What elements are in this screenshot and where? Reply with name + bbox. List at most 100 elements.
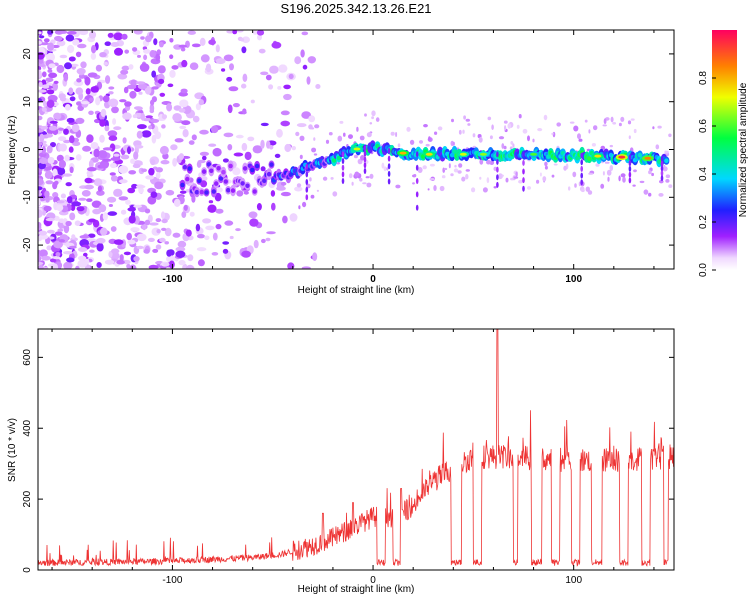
spectrogram-cell — [331, 158, 337, 163]
spectrogram-cell — [180, 182, 185, 188]
spectrogram-cell — [363, 145, 367, 152]
spectrogram-cell — [96, 242, 104, 252]
snr-y-label: SNR (10 * v/v) — [7, 418, 18, 482]
spectrogram-cell — [620, 173, 626, 178]
spectrogram-cell — [46, 99, 55, 109]
spectrogram-cell — [262, 178, 267, 183]
spectrogram-cell — [116, 259, 125, 265]
spectrogram-x-label: Height of straight line (km) — [298, 285, 415, 296]
spectrogram-cell — [660, 170, 664, 177]
spectrogram-cell — [191, 134, 197, 141]
spectrogram-cell — [580, 165, 583, 172]
spectrogram-cell — [41, 255, 51, 261]
spectrogram-cell — [140, 36, 145, 40]
spectrogram-cell — [144, 219, 151, 226]
spectrogram-cell — [387, 163, 391, 170]
spectrogram-cell — [415, 151, 419, 158]
spectrogram-cell — [159, 145, 169, 155]
spectrogram-cell — [309, 177, 312, 182]
spectrogram-cell — [132, 114, 138, 119]
spectrogram-cell — [121, 65, 130, 71]
spectrogram-cell — [74, 220, 81, 226]
spectrogram-cell — [241, 142, 248, 152]
spectrogram-cell — [341, 164, 345, 171]
spectrogram-cell — [295, 131, 300, 137]
spectrogram-cell — [243, 191, 249, 195]
spectrogram-cell — [102, 147, 113, 151]
spectrogram-cell — [603, 118, 607, 125]
spectrogram-cell — [496, 151, 499, 158]
spectrogram-cell — [86, 198, 93, 203]
spectrogram-cell — [507, 123, 512, 129]
spectrogram-cell — [620, 116, 625, 122]
spectrogram-cell — [199, 151, 209, 156]
spectrogram-cell — [67, 44, 75, 54]
spectrogram-cell — [479, 152, 487, 156]
spectrogram-cell — [154, 181, 164, 190]
spectrogram-cell — [161, 227, 167, 231]
spectrogram-cell — [149, 50, 156, 58]
spectrogram-cell — [159, 41, 164, 48]
spectrogram-cell — [40, 125, 49, 130]
spectrogram-cell — [280, 191, 291, 197]
spectrogram-cell — [412, 182, 415, 185]
spectrogram-cell — [180, 47, 186, 52]
spectrogram-cell — [212, 147, 222, 157]
spectrogram-x-ticks: -100 0 100 — [51, 30, 655, 285]
spectrogram-cell — [314, 124, 320, 129]
spectrogram-cell — [88, 159, 94, 169]
colorbar: 0.0 0.2 0.4 0.6 0.8 Normalized spectral ampl… — [698, 30, 749, 277]
spectrogram-cell — [120, 69, 129, 75]
spectrogram-cell — [351, 181, 354, 186]
spectrogram-cell — [163, 262, 170, 267]
spectrogram-cell — [138, 186, 144, 194]
spectrogram-cell — [522, 151, 525, 158]
spectrogram-cell — [149, 109, 155, 114]
spectrogram-cell — [536, 179, 540, 184]
spectrogram-cell — [46, 52, 55, 62]
spectrogram-cell — [181, 211, 187, 219]
spectrogram-cell — [56, 200, 65, 204]
spectrogram-cell — [127, 207, 136, 212]
spectrogram-cell — [457, 170, 462, 174]
spectrogram-cell — [505, 177, 509, 183]
spectrogram-cell — [223, 54, 234, 62]
spectrogram-cell — [497, 173, 503, 180]
spectrogram-cell — [45, 77, 54, 83]
spectrogram-cell — [258, 48, 266, 54]
spectrogram-cell — [265, 74, 272, 81]
spectrogram-cell — [38, 253, 42, 263]
spectrogram-cell — [201, 169, 207, 174]
spectrogram-cell — [498, 136, 505, 140]
spectrogram-cell — [503, 120, 508, 124]
spectrogram-cell — [102, 212, 109, 221]
spectrogram-cell — [133, 204, 143, 208]
spectrogram-cell — [522, 185, 525, 192]
spectrogram-cell — [573, 125, 579, 132]
spectrogram-cell — [332, 191, 338, 197]
spectrogram-cell — [235, 134, 244, 139]
spectrogram-cell — [532, 138, 535, 143]
spectrogram-cell — [60, 193, 66, 199]
spectrogram-cell — [112, 118, 117, 125]
spectrogram-cell — [648, 192, 652, 197]
spectrogram-cell — [472, 133, 476, 138]
spectrogram-cell — [594, 154, 602, 158]
spectrogram-cell — [316, 189, 319, 192]
spectrogram-cell — [260, 122, 269, 127]
spectrogram-cell — [45, 133, 53, 138]
spectrogram-cell — [173, 198, 181, 207]
spectrogram-cell — [49, 258, 57, 263]
spectrogram-cell — [291, 146, 296, 151]
spectrogram-cell — [307, 56, 316, 64]
spectrogram-cell — [178, 44, 188, 48]
spectrogram-cell — [308, 124, 313, 130]
spectrogram-cell — [104, 259, 115, 265]
spectrogram-cell — [296, 123, 307, 128]
spectrogram-cell — [501, 174, 504, 177]
spectrogram-cell — [353, 154, 358, 159]
spectrogram-cell — [143, 54, 148, 61]
spectrogram-cell — [209, 168, 214, 174]
snr-x-tick-label: 100 — [565, 575, 582, 586]
spectrogram-cell — [248, 211, 258, 219]
